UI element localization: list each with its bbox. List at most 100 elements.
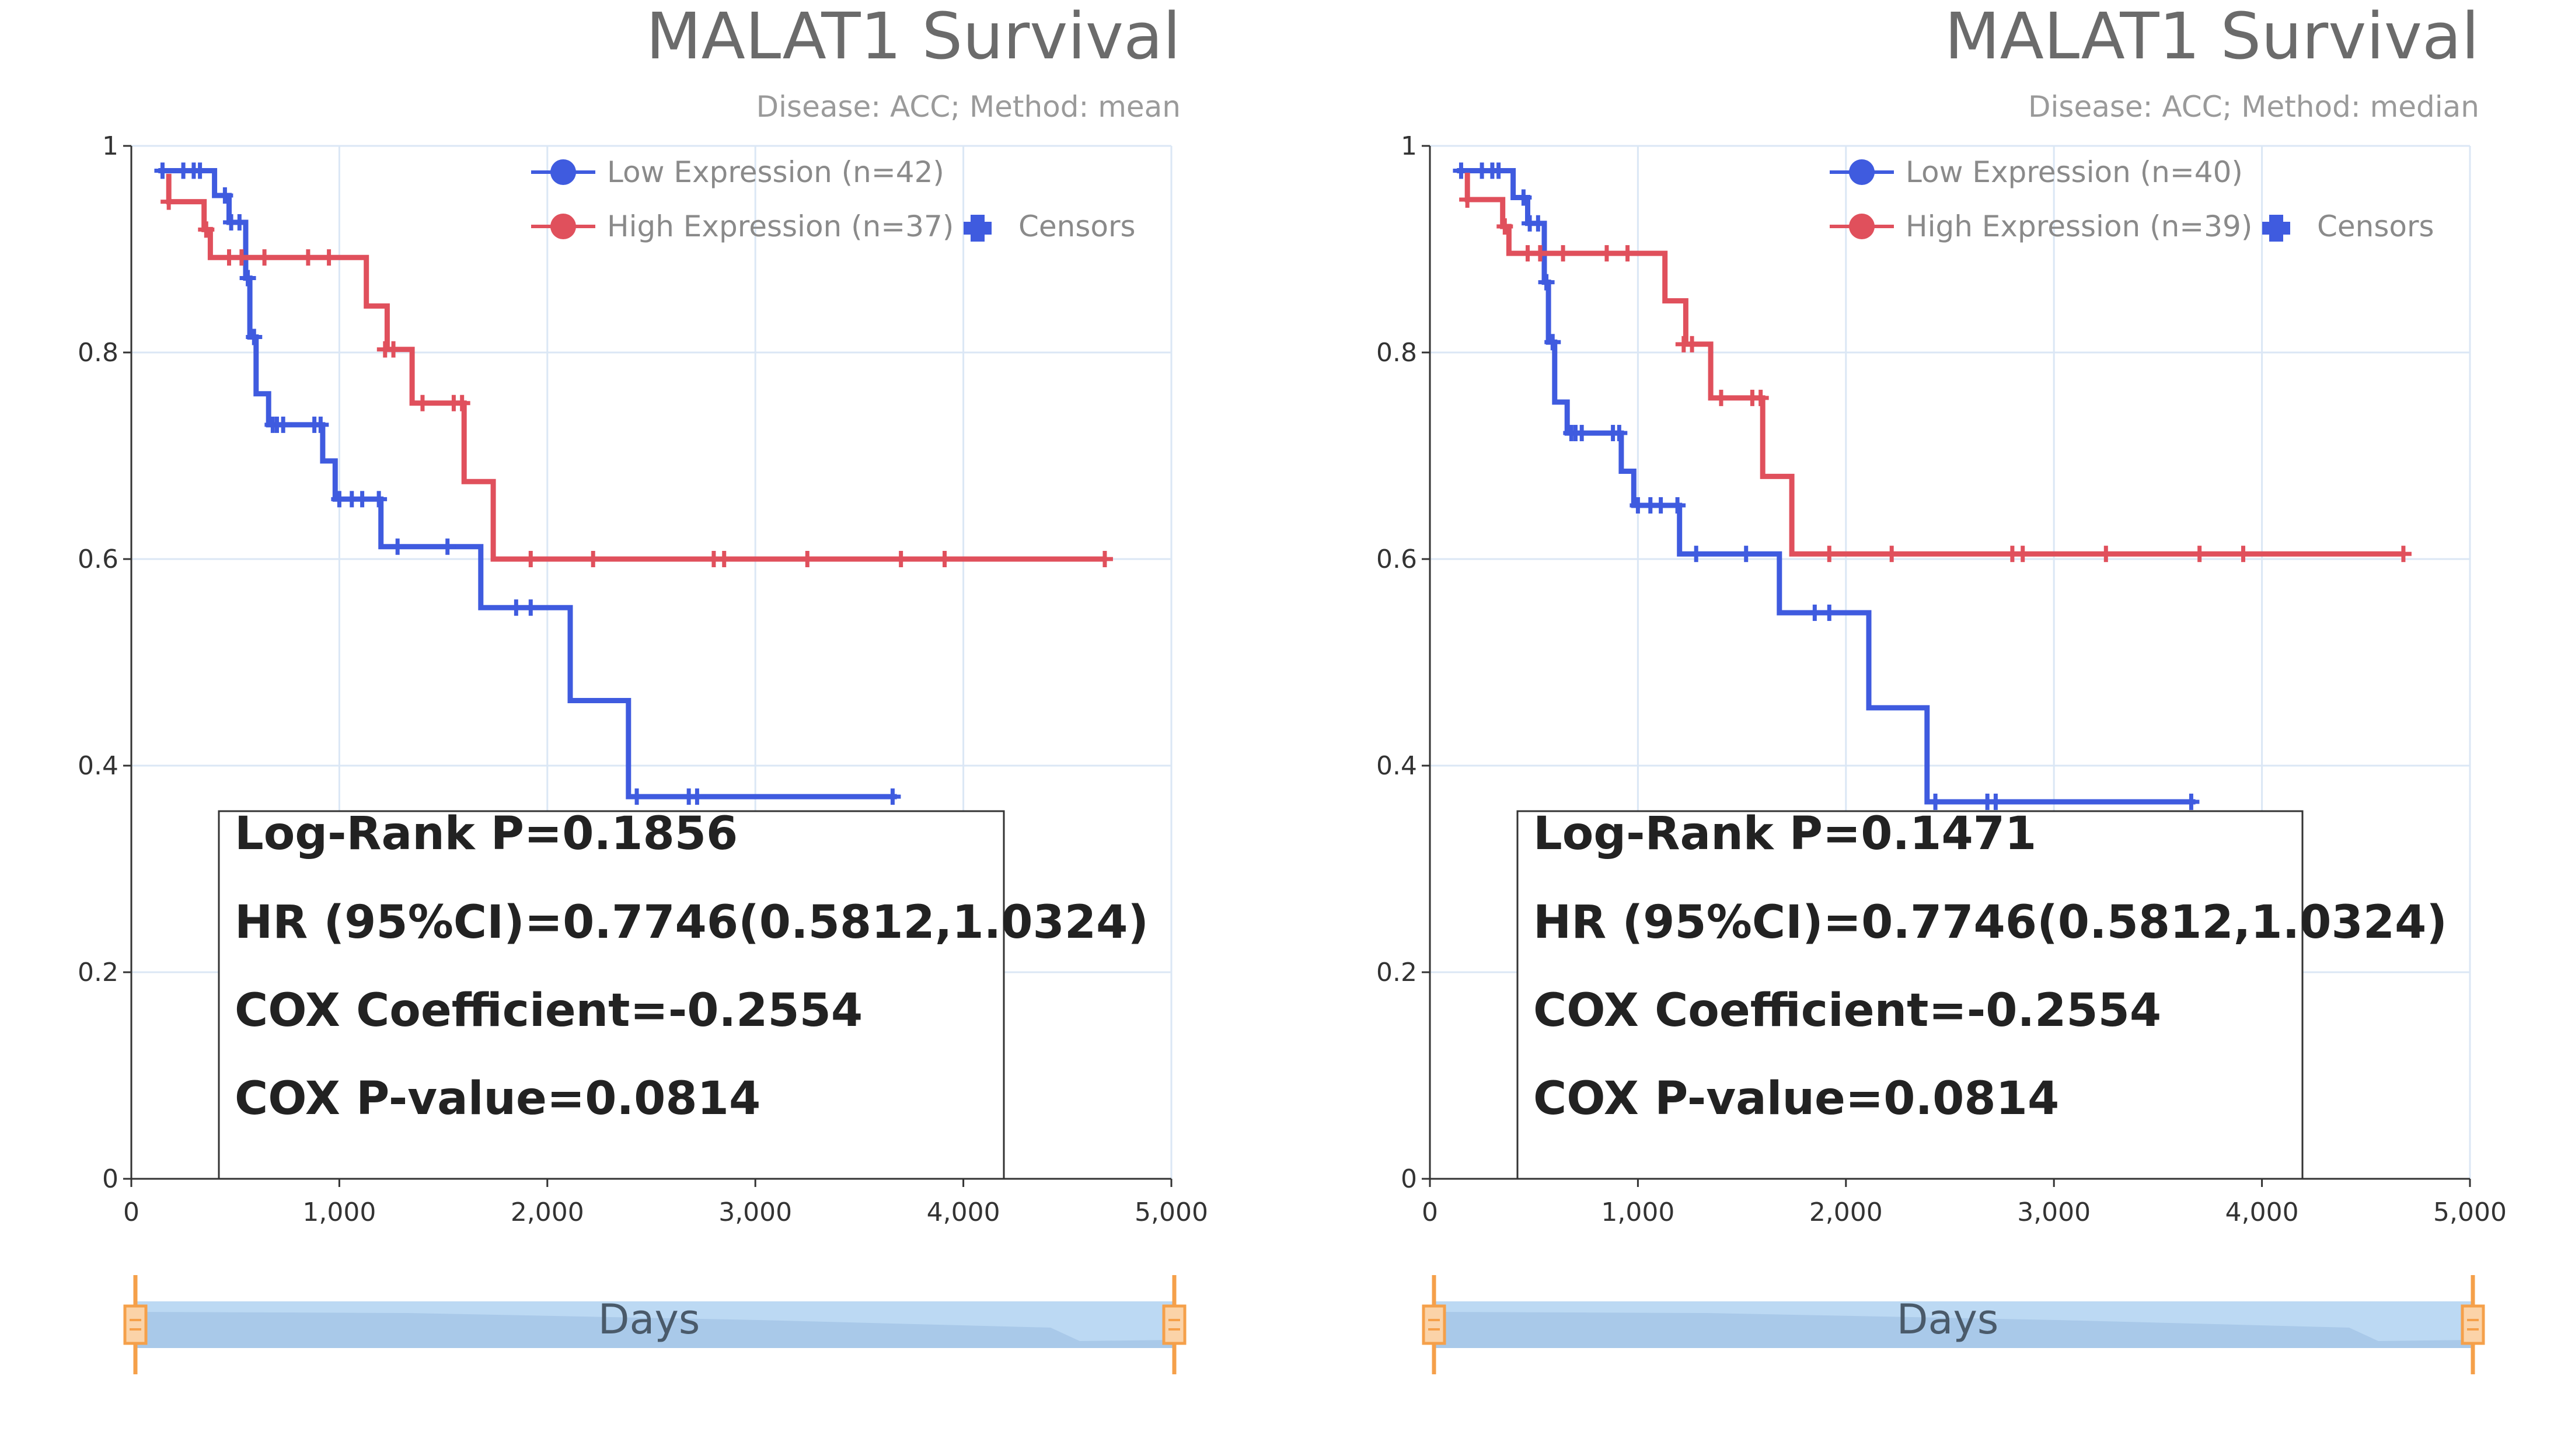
censor-mark-high[interactable] bbox=[385, 341, 402, 358]
censor-mark-low[interactable] bbox=[1538, 274, 1555, 291]
censor-mark-low[interactable] bbox=[1927, 793, 1944, 810]
censor-mark-low[interactable] bbox=[312, 416, 329, 433]
censor-mark-high[interactable] bbox=[2098, 546, 2115, 563]
censor-mark-low[interactable] bbox=[239, 270, 256, 287]
survival-curve-low[interactable] bbox=[158, 168, 897, 799]
censor-mark-high[interactable] bbox=[522, 551, 539, 567]
censor-mark-low[interactable] bbox=[275, 416, 292, 433]
x-tick-label: 0 bbox=[1422, 1197, 1438, 1227]
x-tick-label: 5,000 bbox=[2433, 1197, 2507, 1227]
censor-mark-high[interactable] bbox=[198, 221, 215, 238]
censor-mark-high[interactable] bbox=[233, 249, 250, 266]
censor-mark-high[interactable] bbox=[799, 551, 816, 567]
censor-mark-high[interactable] bbox=[1096, 551, 1113, 567]
legend-item-censor[interactable]: Censors bbox=[2262, 210, 2434, 243]
censor-mark-low[interactable] bbox=[1806, 605, 1823, 621]
stat-log-rank: Log-Rank P=0.1471 bbox=[1533, 808, 2036, 860]
censor-mark-high[interactable] bbox=[1459, 191, 1476, 208]
datazoom-slider[interactable]: Days bbox=[123, 1275, 1187, 1374]
legend-item-censor[interactable]: Censors bbox=[964, 210, 1136, 243]
censor-mark-high[interactable] bbox=[2014, 546, 2031, 563]
x-tick-label: 4,000 bbox=[927, 1197, 1000, 1227]
censor-mark-low[interactable] bbox=[231, 214, 248, 231]
x-tick-label: 0 bbox=[123, 1197, 139, 1227]
censor-mark-low[interactable] bbox=[217, 187, 233, 204]
censor-mark-low[interactable] bbox=[1544, 334, 1561, 351]
censor-mark-high[interactable] bbox=[585, 551, 602, 567]
x-tick-label: 2,000 bbox=[1809, 1197, 1883, 1227]
survival-curve-high[interactable] bbox=[166, 173, 1107, 562]
y-tick-label: 0.6 bbox=[78, 544, 118, 574]
censor-mark-high[interactable] bbox=[892, 551, 909, 567]
censor-mark-low[interactable] bbox=[191, 162, 208, 179]
stat-hazard-ratio: HR (95%CI)=0.7746(0.5812,1.0324) bbox=[235, 896, 1149, 949]
datazoom-handle-right[interactable] bbox=[2461, 1275, 2485, 1374]
censor-mark-low[interactable] bbox=[1669, 497, 1686, 514]
datazoom-handle-left[interactable] bbox=[1422, 1275, 1446, 1374]
legend-marker-low bbox=[1849, 159, 1875, 185]
censor-mark-low[interactable] bbox=[1515, 189, 1532, 206]
censor-mark-low[interactable] bbox=[1453, 162, 1470, 179]
censor-mark-low[interactable] bbox=[154, 162, 171, 179]
censor-mark-high[interactable] bbox=[1555, 245, 1572, 262]
datazoom-handle-left[interactable] bbox=[123, 1275, 148, 1374]
y-tick-label: 0 bbox=[1401, 1164, 1417, 1194]
datazoom-shadow bbox=[135, 1312, 1174, 1348]
censor-mark-low[interactable] bbox=[508, 599, 525, 616]
censor-mark-low[interactable] bbox=[884, 788, 901, 805]
censor-mark-high[interactable] bbox=[936, 551, 953, 567]
censor-mark-low[interactable] bbox=[1688, 546, 1705, 563]
legend-item-low[interactable]: Low Expression (n=42) bbox=[531, 155, 944, 189]
datazoom-handle-right[interactable] bbox=[1162, 1275, 1187, 1374]
censor-mark-low[interactable] bbox=[629, 788, 646, 805]
censor-mark-low[interactable] bbox=[371, 491, 388, 508]
series-layer bbox=[1453, 162, 2412, 810]
censor-mark-low[interactable] bbox=[1737, 546, 1754, 563]
censor-mark-low[interactable] bbox=[1987, 793, 2004, 810]
censor-mark-low[interactable] bbox=[1530, 215, 1547, 232]
censor-mark-high[interactable] bbox=[1712, 389, 1729, 406]
censor-mark-high[interactable] bbox=[1619, 245, 1636, 262]
x-axis-ticks: 0 1,000 2,000 3,000 4,000 5,000 bbox=[1422, 1197, 2507, 1227]
censor-mark-high[interactable] bbox=[160, 193, 177, 210]
censor-mark-high[interactable] bbox=[320, 249, 337, 266]
chart-panel-mean: MALAT1 Survival Disease: ACC; Method: me… bbox=[78, 0, 1208, 1374]
survival-curve-low[interactable] bbox=[1457, 168, 2196, 805]
censor-mark-high[interactable] bbox=[256, 249, 273, 266]
legend-label-high: High Expression (n=37) bbox=[607, 210, 954, 243]
censor-mark-high[interactable] bbox=[2191, 546, 2208, 563]
censor-mark-low[interactable] bbox=[1611, 425, 1628, 442]
censor-mark-high[interactable] bbox=[1883, 546, 1900, 563]
censor-mark-high[interactable] bbox=[1531, 245, 1548, 262]
censor-mark-low[interactable] bbox=[1573, 425, 1590, 442]
survival-curve-high[interactable] bbox=[1464, 173, 2406, 557]
censor-mark-low[interactable] bbox=[389, 538, 406, 555]
y-tick-label: 0.8 bbox=[1376, 338, 1417, 368]
censor-mark-high[interactable] bbox=[2235, 546, 2252, 563]
censor-mark-low[interactable] bbox=[354, 491, 371, 508]
censor-mark-high[interactable] bbox=[453, 394, 470, 411]
legend-item-low[interactable]: Low Expression (n=40) bbox=[1830, 155, 2243, 189]
legend-label-low: Low Expression (n=42) bbox=[607, 155, 944, 189]
censor-mark-high[interactable] bbox=[1821, 546, 1838, 563]
censor-mark-high[interactable] bbox=[299, 249, 316, 266]
censor-mark-low[interactable] bbox=[439, 538, 456, 555]
censor-mark-low[interactable] bbox=[522, 599, 539, 616]
censor-mark-low[interactable] bbox=[2183, 793, 2200, 810]
legend-item-high[interactable]: High Expression (n=39) bbox=[1830, 210, 2252, 243]
censor-mark-high[interactable] bbox=[1752, 389, 1769, 406]
censor-mark-high[interactable] bbox=[716, 551, 732, 567]
censor-mark-low[interactable] bbox=[1490, 162, 1507, 179]
datazoom-slider[interactable]: Days bbox=[1422, 1275, 2485, 1374]
censor-mark-low[interactable] bbox=[689, 788, 706, 805]
censor-mark-low[interactable] bbox=[1821, 605, 1838, 621]
censor-mark-low[interactable] bbox=[246, 329, 263, 345]
censor-mark-high[interactable] bbox=[414, 394, 431, 411]
censor-mark-high[interactable] bbox=[1496, 218, 1513, 235]
censor-mark-high[interactable] bbox=[1598, 245, 1615, 262]
censor-mark-high[interactable] bbox=[1684, 336, 1701, 352]
censor-mark-high[interactable] bbox=[2395, 546, 2412, 563]
legend-item-high[interactable]: High Expression (n=37) bbox=[531, 210, 954, 243]
censor-mark-low[interactable] bbox=[1652, 497, 1669, 514]
